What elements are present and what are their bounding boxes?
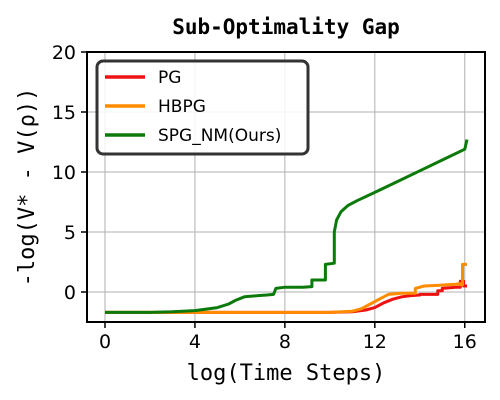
ticks: 0 4 8 12 16 0 5 10 15 20 xyxy=(52,42,477,353)
x-tick-label: 12 xyxy=(363,331,387,353)
legend-label: PG xyxy=(158,68,181,88)
series-line-2 xyxy=(105,139,469,314)
y-tick-label: 0 xyxy=(64,282,76,304)
legend: PG HBPG SPG_NM(Ours) xyxy=(95,59,310,156)
x-tick-label: 16 xyxy=(453,331,477,353)
y-tick-label: 20 xyxy=(52,42,76,64)
x-tick-label: 0 xyxy=(99,331,111,353)
series-group xyxy=(105,139,469,314)
plot-frame xyxy=(86,51,486,323)
chart-title: Sub-Optimality Gap xyxy=(172,15,400,39)
x-tick-label: 8 xyxy=(279,331,291,353)
legend-label: SPG_NM(Ours) xyxy=(158,126,281,146)
x-axis-label: log(Time Steps) xyxy=(187,361,386,386)
y-tick-label: 15 xyxy=(52,102,76,124)
y-tick-label: 5 xyxy=(64,222,76,244)
series-line-1 xyxy=(105,262,467,314)
y-axis-label: -log(V* - V(ρ)) xyxy=(15,88,40,287)
x-tick-label: 4 xyxy=(189,331,201,353)
y-tick-label: 10 xyxy=(52,162,76,184)
legend-label: HBPG xyxy=(158,97,206,117)
legend-box xyxy=(95,59,310,156)
